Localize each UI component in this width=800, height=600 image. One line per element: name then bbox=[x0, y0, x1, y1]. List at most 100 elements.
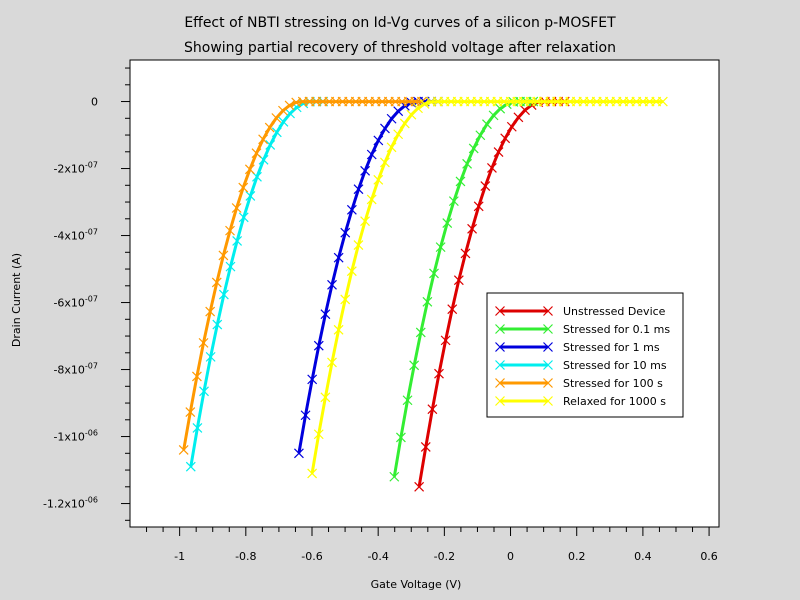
data-point bbox=[399, 118, 410, 129]
data-point bbox=[402, 395, 413, 406]
y-tick-exponent: -07 bbox=[85, 362, 98, 371]
legend-marker bbox=[495, 306, 505, 316]
x-tick-label: 0 bbox=[507, 550, 514, 563]
data-point bbox=[258, 134, 269, 145]
data-point bbox=[320, 309, 331, 320]
data-point bbox=[447, 304, 458, 315]
legend-marker bbox=[495, 324, 505, 334]
data-point bbox=[178, 445, 189, 455]
data-point bbox=[346, 266, 357, 277]
data-point bbox=[373, 174, 384, 185]
data-point bbox=[300, 410, 311, 421]
data-point bbox=[366, 149, 377, 160]
x-tick-label: 0.6 bbox=[700, 550, 718, 563]
data-point bbox=[467, 223, 478, 234]
legend-marker bbox=[495, 360, 505, 370]
data-point bbox=[185, 461, 196, 472]
data-point bbox=[487, 163, 497, 173]
data-point bbox=[395, 432, 406, 443]
data-point bbox=[205, 306, 216, 317]
legend-label: Relaxed for 1000 s bbox=[563, 395, 666, 408]
data-point bbox=[327, 279, 337, 290]
legend-item: Stressed for 10 ms bbox=[495, 359, 667, 372]
data-point bbox=[435, 242, 446, 253]
y-tick-label: -1.2x10-06 bbox=[43, 496, 98, 511]
data-point bbox=[440, 335, 451, 346]
data-point bbox=[218, 289, 229, 300]
x-tick-label: 0.2 bbox=[568, 550, 586, 563]
legend-marker bbox=[543, 342, 553, 352]
data-point bbox=[393, 129, 404, 140]
data-point bbox=[307, 374, 318, 385]
x-tick-label: -0.2 bbox=[434, 550, 455, 563]
data-point bbox=[495, 103, 506, 114]
data-point bbox=[473, 201, 484, 212]
y-axis-label: Drain Current (A) bbox=[10, 253, 23, 347]
legend-marker bbox=[495, 378, 505, 388]
legend-label: Stressed for 1 ms bbox=[563, 341, 660, 354]
x-tick-label: -0.4 bbox=[367, 550, 388, 563]
legend-label: Unstressed Device bbox=[563, 305, 666, 318]
data-point bbox=[327, 357, 337, 368]
data-point bbox=[205, 351, 216, 362]
legend-item: Unstressed Device bbox=[495, 305, 666, 318]
legend-item: Relaxed for 1000 s bbox=[495, 395, 666, 408]
data-point bbox=[211, 277, 222, 288]
data-point bbox=[225, 261, 236, 272]
data-point bbox=[442, 218, 453, 228]
data-point bbox=[462, 158, 473, 169]
data-point bbox=[389, 471, 400, 482]
data-point bbox=[320, 392, 331, 403]
y-tick-exponent: -07 bbox=[85, 295, 98, 304]
data-point bbox=[313, 340, 324, 351]
data-point bbox=[333, 252, 344, 263]
data-point bbox=[409, 360, 420, 371]
data-point bbox=[427, 404, 438, 415]
legend-marker bbox=[495, 396, 505, 406]
data-point bbox=[238, 182, 249, 193]
y-tick-exponent: -06 bbox=[85, 496, 98, 505]
data-point bbox=[278, 116, 289, 127]
legend-label: Stressed for 100 s bbox=[563, 377, 663, 390]
data-point bbox=[422, 296, 433, 307]
data-point bbox=[386, 142, 397, 153]
data-point bbox=[420, 442, 431, 452]
data-point bbox=[192, 422, 203, 433]
y-tick-label: 0 bbox=[91, 96, 98, 109]
data-point bbox=[313, 429, 324, 440]
data-point bbox=[340, 227, 351, 238]
data-point bbox=[413, 103, 423, 114]
legend-item: Stressed for 100 s bbox=[495, 377, 663, 390]
data-point bbox=[468, 143, 479, 154]
x-tick-label: 0.4 bbox=[634, 550, 652, 563]
data-point bbox=[500, 133, 511, 144]
data-point bbox=[245, 191, 256, 201]
data-point bbox=[429, 268, 439, 279]
data-point bbox=[346, 204, 357, 215]
legend-marker bbox=[543, 306, 553, 316]
series-relaxed-for-1000-s bbox=[307, 96, 668, 479]
x-axis-label: Gate Voltage (V) bbox=[371, 578, 462, 591]
data-point bbox=[448, 196, 459, 207]
data-point bbox=[360, 165, 371, 176]
legend-marker bbox=[543, 378, 553, 388]
legend-marker bbox=[495, 342, 505, 352]
legend-item: Stressed for 1 ms bbox=[495, 341, 660, 354]
data-point bbox=[373, 135, 384, 146]
x-tick-label: -0.8 bbox=[235, 550, 256, 563]
data-point bbox=[218, 250, 229, 261]
data-point bbox=[340, 294, 351, 305]
data-point bbox=[265, 140, 276, 150]
legend-label: Stressed for 0.1 ms bbox=[563, 323, 670, 336]
data-point bbox=[393, 106, 404, 117]
chart-subtitle: Showing partial recovery of threshold vo… bbox=[184, 40, 616, 56]
data-point bbox=[185, 407, 196, 418]
data-point bbox=[493, 147, 504, 157]
data-point bbox=[353, 184, 364, 195]
data-point bbox=[414, 481, 425, 492]
legend-box bbox=[486, 292, 684, 418]
data-point bbox=[455, 176, 466, 187]
series-layer bbox=[178, 96, 668, 492]
chart-title: Effect of NBTI stressing on Id-Vg curves… bbox=[184, 15, 616, 31]
